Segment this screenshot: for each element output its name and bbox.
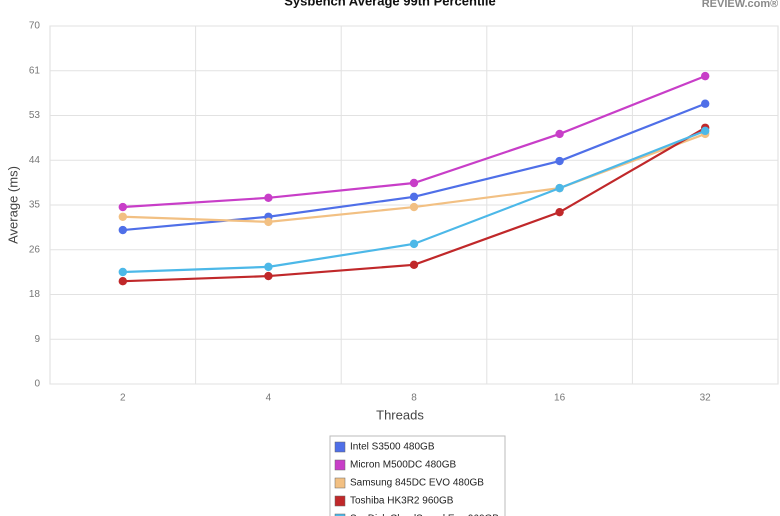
point <box>118 277 128 286</box>
x-tick-label: 32 <box>700 393 712 404</box>
x-tick-label: 16 <box>554 393 566 404</box>
y-tick-label: 18 <box>29 289 41 300</box>
point <box>555 207 564 217</box>
x-tick-label: 8 <box>411 393 417 404</box>
legend-label: SanDisk CloudSpeed Eco 960GB <box>350 514 499 516</box>
x-tick-label: 4 <box>266 393 272 404</box>
x-axis-label: Threads <box>376 407 424 422</box>
point <box>118 267 128 277</box>
y-tick-label: 70 <box>29 21 41 32</box>
point <box>264 193 273 203</box>
chart-title: Sysbench Average 99th Percentile <box>284 0 495 8</box>
point <box>409 178 419 188</box>
point <box>555 156 564 166</box>
legend-box <box>329 435 506 516</box>
point <box>264 262 273 272</box>
y-tick-label: 53 <box>29 110 41 121</box>
point <box>264 271 273 281</box>
legend-label: Samsung 845DC EVO 480GB <box>350 478 484 489</box>
logo: REVIEW.com® <box>702 0 779 10</box>
point <box>409 202 419 212</box>
point <box>118 225 128 235</box>
point <box>409 192 419 202</box>
point <box>555 129 564 139</box>
point <box>409 260 419 270</box>
y-tick-label: 26 <box>29 244 41 255</box>
legend-swatch <box>334 495 346 507</box>
y-tick-label: 61 <box>29 65 41 76</box>
point <box>264 217 273 227</box>
y-tick-label: 35 <box>29 200 41 211</box>
point <box>409 239 419 249</box>
legend-label: Toshiba HK3R2 960GB <box>350 496 454 507</box>
legend-label: Intel S3500 480GB <box>350 442 435 453</box>
y-axis-label: Average (ms) <box>5 166 20 244</box>
point <box>701 99 710 108</box>
point <box>555 183 564 193</box>
y-tick-label: 9 <box>34 334 40 345</box>
legend-swatch <box>334 513 346 516</box>
x-tick-label: 2 <box>120 393 126 404</box>
legend-swatch <box>334 441 346 453</box>
point <box>118 202 128 212</box>
point <box>118 212 128 221</box>
point <box>701 126 710 136</box>
legend-swatch <box>334 477 346 489</box>
series-line <box>122 75 706 209</box>
legend-swatch <box>334 459 346 471</box>
y-tick-label: 0 <box>34 379 40 390</box>
point <box>701 71 710 81</box>
y-tick-label: 44 <box>29 155 41 166</box>
legend-label: Micron M500DC 480GB <box>350 460 456 471</box>
